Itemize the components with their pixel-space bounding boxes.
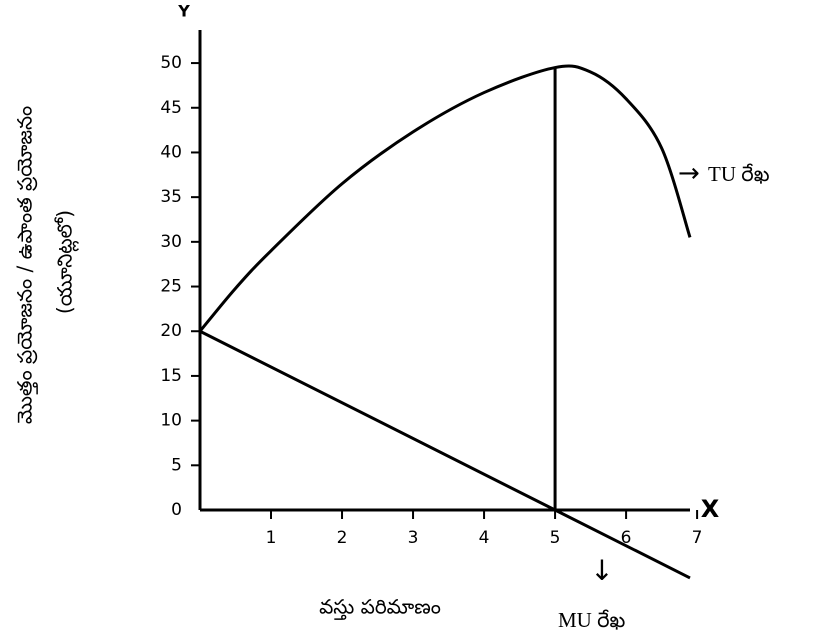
- legend-label: TU రేఖ: [708, 162, 770, 186]
- x-tick-label: 3: [408, 528, 419, 548]
- y-tick-label: 30: [160, 232, 182, 252]
- y-tick-label: 35: [160, 187, 182, 207]
- x-tick-label: 1: [266, 528, 277, 548]
- y-tick-label: 5: [171, 455, 182, 475]
- x-tick-label: 6: [621, 528, 632, 548]
- y-tick-label: 0: [171, 500, 182, 520]
- y-tick-label: 25: [160, 277, 182, 297]
- y-tick-label: 10: [160, 411, 182, 431]
- x-tick-label: 2: [337, 528, 348, 548]
- x-axis-label: వస్తు పరిమాణం: [319, 595, 441, 621]
- legend-label: MU రేఖ: [558, 608, 626, 632]
- y-axis-name: Y: [177, 2, 190, 21]
- x-tick-label: 5: [550, 528, 561, 548]
- x-tick-label: 4: [479, 528, 490, 548]
- y-tick-label: 40: [160, 142, 182, 162]
- x-tick-label: 7: [692, 528, 703, 548]
- line-series: [198, 64, 692, 333]
- y-tick-label: 50: [160, 53, 182, 73]
- arrow: →: [678, 159, 700, 189]
- y-axis-label: మొత్తం ప్రయోజనం / ఉపాంత ప్రయోజనం: [13, 106, 39, 424]
- x-axis-name: X: [701, 495, 720, 523]
- y-tick-label: 20: [160, 321, 182, 341]
- y-axis-label: (యూనిట్లలో): [53, 210, 80, 314]
- y-tick-label: 15: [160, 366, 182, 386]
- y-tick-label: 45: [160, 98, 182, 118]
- arrow: ↓: [590, 554, 613, 587]
